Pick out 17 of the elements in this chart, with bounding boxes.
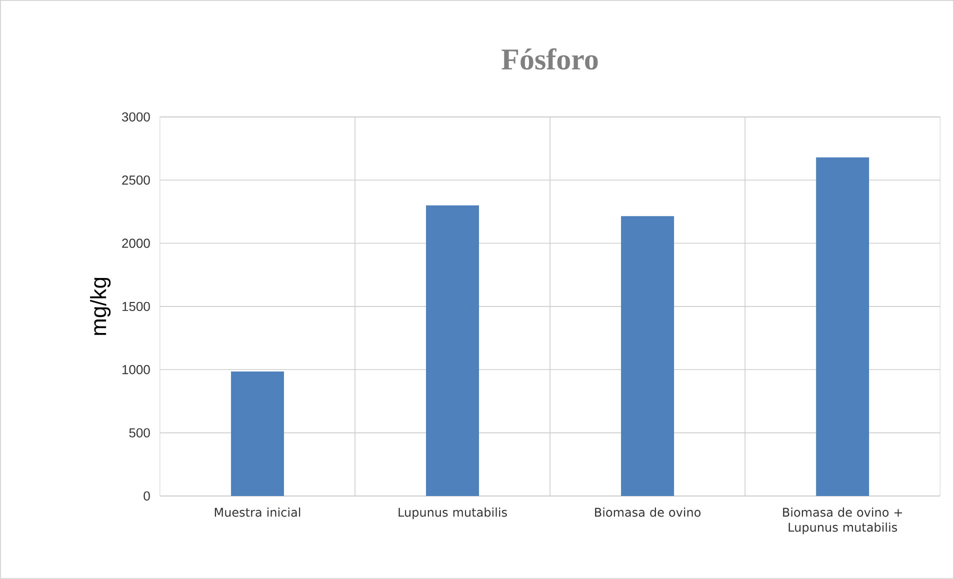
x-tick-label: Muestra inicial bbox=[214, 508, 300, 517]
bar bbox=[230, 372, 284, 496]
x-tick-label: Biomasa de ovino + Lupunus mutabilis bbox=[783, 508, 902, 534]
bar bbox=[816, 157, 870, 496]
y-tick-label: 1000 bbox=[122, 365, 150, 374]
bar bbox=[621, 216, 674, 496]
x-tick-label: Lupunus mutabilis bbox=[398, 508, 507, 520]
y-tick-label: 0 bbox=[144, 491, 150, 501]
y-axis-title: mg/kg bbox=[90, 278, 111, 336]
y-tick-label: 2000 bbox=[122, 238, 150, 248]
y-tick-label: 500 bbox=[129, 428, 150, 438]
y-tick-label: 1500 bbox=[122, 302, 150, 312]
y-tick-label: 2500 bbox=[122, 176, 150, 185]
chart-title: Fósforo bbox=[502, 48, 598, 70]
bar bbox=[426, 205, 480, 496]
x-tick-label: Biomasa de ovino bbox=[595, 508, 701, 517]
y-tick-label: 3000 bbox=[122, 112, 150, 122]
